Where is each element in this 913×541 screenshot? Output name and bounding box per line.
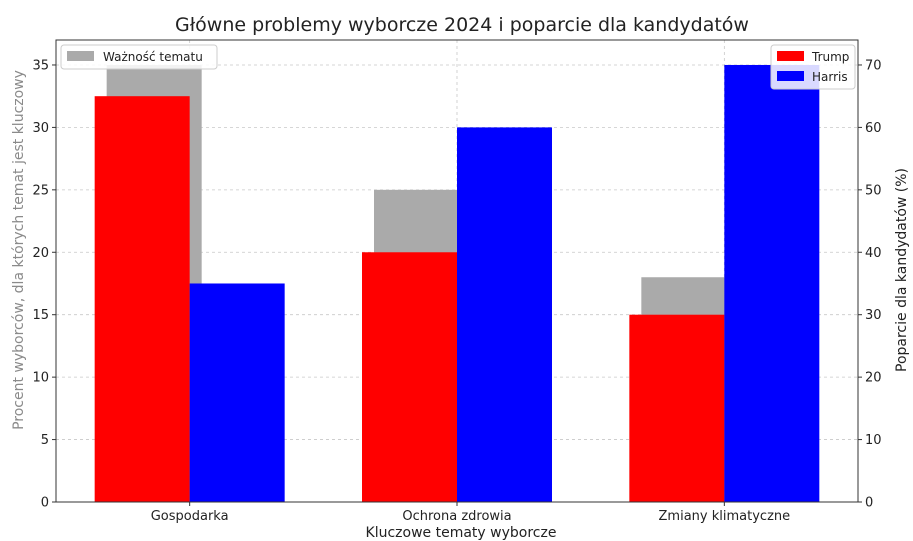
right-y-tick-label: 60 bbox=[865, 121, 882, 136]
legend-label-harris: Harris bbox=[812, 70, 848, 84]
bar-trump bbox=[629, 314, 725, 502]
left-y-tick-label: 25 bbox=[32, 183, 49, 198]
left-y-tick-label: 5 bbox=[41, 433, 49, 448]
legend-swatch-importance bbox=[67, 51, 94, 61]
left-y-axis-label: Procent wyborców, dla których temat jest… bbox=[11, 70, 27, 430]
legend-label-trump: Trump bbox=[811, 50, 849, 64]
right-y-tick-label: 40 bbox=[865, 246, 882, 261]
bar-harris bbox=[724, 64, 820, 503]
left-y-tick-label: 35 bbox=[32, 58, 49, 73]
legend-left: Ważność tematu bbox=[60, 44, 218, 70]
x-tick-label: Zmiany klimatyczne bbox=[659, 509, 791, 524]
right-y-tick-label: 0 bbox=[865, 496, 873, 511]
left-y-tick-label: 10 bbox=[32, 371, 49, 386]
bar-trump bbox=[362, 252, 457, 502]
legend-left-box bbox=[60, 44, 218, 70]
chart-title: Główne problemy wyborcze 2024 i poparcie… bbox=[175, 14, 749, 36]
bar-harris bbox=[457, 127, 552, 503]
legend-swatch-harris bbox=[777, 71, 804, 81]
bar-trump bbox=[94, 96, 190, 503]
legend-right: Trump Harris bbox=[770, 44, 856, 90]
x-axis-label: Kluczowe tematy wyborcze bbox=[366, 525, 557, 541]
x-tick-label: Gospodarka bbox=[151, 509, 229, 524]
left-y-tick-label: 30 bbox=[32, 121, 49, 136]
right-y-axis-label: Poparcie dla kandydatów (%) bbox=[894, 168, 910, 372]
axes bbox=[52, 39, 862, 506]
left-y-tick-label: 20 bbox=[32, 246, 49, 261]
legend-swatch-trump bbox=[777, 51, 804, 61]
left-y-tick-label: 0 bbox=[41, 496, 49, 511]
x-tick-labels: Gospodarka Ochrona zdrowia Zmiany klimatyc… bbox=[151, 509, 790, 524]
right-y-tick-label: 70 bbox=[865, 58, 882, 73]
bars bbox=[94, 64, 820, 503]
right-y-tick-labels: 0 10 20 30 40 50 60 70 bbox=[865, 58, 882, 510]
x-tick-label: Ochrona zdrowia bbox=[402, 509, 511, 524]
bar-harris bbox=[189, 283, 285, 502]
left-y-tick-labels: 0 5 10 15 20 25 30 35 bbox=[32, 58, 49, 510]
right-y-tick-label: 30 bbox=[865, 308, 882, 323]
right-y-tick-label: 10 bbox=[865, 433, 882, 448]
left-y-tick-label: 15 bbox=[32, 308, 49, 323]
right-y-tick-label: 50 bbox=[865, 183, 882, 198]
legend-label-importance: Ważność tematu bbox=[103, 50, 203, 64]
right-y-tick-label: 20 bbox=[865, 371, 882, 386]
